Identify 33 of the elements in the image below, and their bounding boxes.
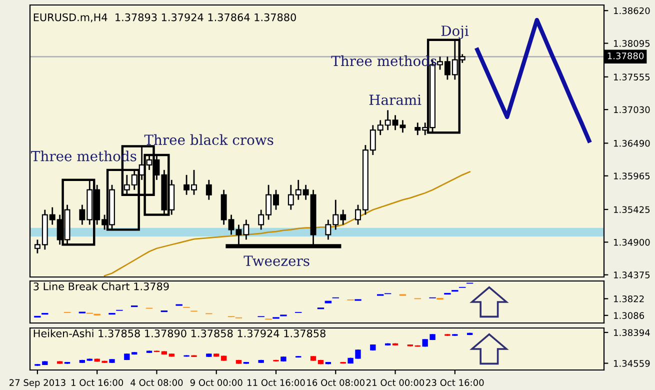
annotation: Tweezers bbox=[244, 256, 310, 266]
x-tick-label: 16 Oct 08:00 bbox=[307, 379, 364, 386]
x-tick-label: 4 Oct 08:00 bbox=[130, 379, 183, 386]
bar bbox=[324, 300, 332, 304]
y-tick-label: 1.37030 bbox=[614, 106, 650, 114]
annotation: Harami bbox=[369, 94, 422, 106]
x-tick-label: 9 Oct 00:00 bbox=[190, 379, 242, 386]
y-tick-label: 1.3822 bbox=[614, 295, 644, 302]
x-tick-label: 27 Sep 2013 bbox=[10, 379, 66, 388]
annotation: Three black crows bbox=[144, 134, 274, 146]
chart-title: 3 Line Break Chart 1.3789 bbox=[34, 282, 169, 290]
y-tick-label: 1.37555 bbox=[614, 74, 650, 80]
y-tick-label: 1.38095 bbox=[614, 40, 650, 47]
x-tick-label: 1 Oct 16:00 bbox=[72, 379, 124, 386]
x-tick-label: 23 Oct 16:00 bbox=[426, 379, 484, 386]
y-tick-label: 1.35965 bbox=[614, 172, 650, 180]
x-tick-label: 21 Oct 00:00 bbox=[366, 379, 424, 386]
chart-title: Heiken-Ashi 1.37858 1.37890 1.37858 1.37924 1.37858 bbox=[34, 329, 326, 338]
y-tick-label: 1.36490 bbox=[614, 140, 650, 147]
annotation: Doji bbox=[441, 26, 469, 39]
text: EURUSD.m,H4 1.37893 1.37924 1.37864 1.37880 bbox=[34, 13, 296, 22]
y-tick-label: 1.34375 bbox=[614, 272, 650, 278]
y-tick-label: 1.3086 bbox=[614, 312, 644, 319]
x-tick-label: 11 Oct 16:00 bbox=[248, 379, 305, 386]
y-tick-label: 1.34559 bbox=[614, 360, 650, 367]
y-tick-label: 1.38394 bbox=[614, 329, 650, 336]
y-tick-label: 1.38620 bbox=[614, 7, 650, 14]
candlestick bbox=[206, 179, 212, 201]
line-series bbox=[104, 171, 471, 276]
ref-line-label: 1.37880 bbox=[608, 52, 644, 60]
y-tick-label: 1.35425 bbox=[614, 206, 650, 214]
line-series bbox=[475, 18, 592, 143]
y-tick-label: 1.34900 bbox=[614, 238, 650, 246]
